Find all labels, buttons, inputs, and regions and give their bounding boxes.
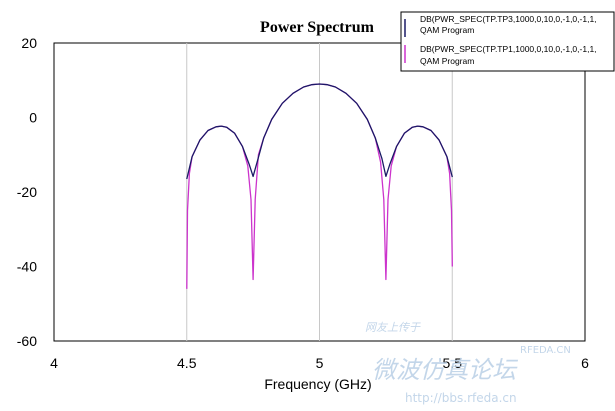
y-tick-labels: 20 0 -20 -40 -60 <box>17 35 37 349</box>
y-tick-label: -60 <box>17 333 37 349</box>
chart-title: Power Spectrum <box>260 19 375 36</box>
legend-entry-tp3-program: QAM Program <box>420 25 474 35</box>
legend-entry-tp3: DB(PWR_SPEC(TP.TP3,1000,0,10,0,-1,0,-1,1… <box>420 14 597 24</box>
legend-entry-tp1-program: QAM Program <box>420 56 474 66</box>
x-tick-label: 5 <box>316 355 324 371</box>
watermark-site: RFEDA.CN <box>520 345 571 356</box>
legend-box <box>400 11 615 72</box>
watermark: RFEDA.CN 网友上传于 微波仿真论坛 http://bbs.rfeda.c… <box>365 321 571 405</box>
legend-entry-tp1: DB(PWR_SPEC(TP.TP1,1000,0,10,0,-1,0,-1,1… <box>420 44 597 54</box>
y-tick-label: 20 <box>21 35 37 51</box>
x-axis-label: Frequency (GHz) <box>264 376 371 392</box>
series-lines <box>186 83 453 289</box>
y-tick-label: -20 <box>17 184 37 200</box>
watermark-slogan: 网友上传于 <box>365 321 421 334</box>
grid-lines <box>186 43 453 341</box>
x-tick-label: 4.5 <box>177 355 197 371</box>
x-tick-label: 5.5 <box>443 355 463 371</box>
watermark-url: http://bbs.rfeda.cn <box>405 391 517 405</box>
watermark-forum: 微波仿真论坛 <box>372 356 519 384</box>
y-tick-label: 0 <box>29 110 37 126</box>
x-tick-labels: 4 4.5 5 5.5 6 <box>50 355 589 371</box>
x-tick-label: 4 <box>50 355 58 371</box>
series-line-tp3 <box>186 83 453 180</box>
x-tick-label: 6 <box>581 355 589 371</box>
y-tick-label: -40 <box>17 259 37 275</box>
legend: DB(PWR_SPEC(TP.TP3,1000,0,10,0,-1,0,-1,1… <box>400 11 615 72</box>
